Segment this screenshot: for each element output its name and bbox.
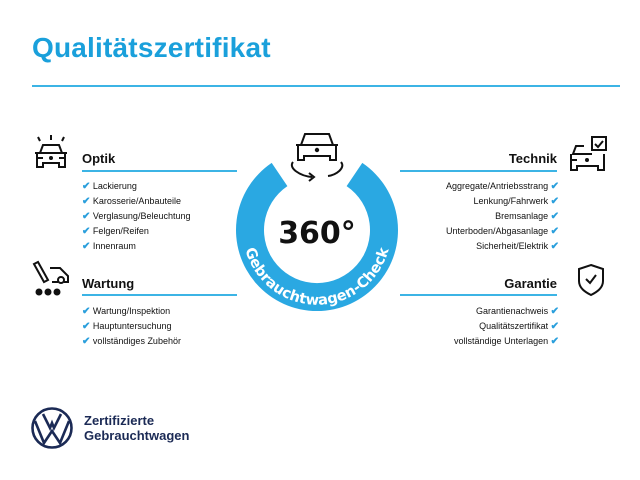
check-icon: ✔ [82, 196, 91, 207]
check-icon: ✔ [550, 336, 559, 347]
list-item: ✔ Wartung/Inspektion [82, 306, 171, 317]
vw-logo [31, 407, 73, 449]
car-checkbox-icon [570, 136, 607, 171]
badge-360-text: 360° [278, 216, 356, 251]
shield-check-icon [578, 263, 604, 297]
list-item: ✔ Innenraum [82, 241, 136, 252]
brand-line-2: Gebrauchtwagen [84, 428, 190, 443]
list-item: Bremsanlage ✔ [495, 211, 559, 222]
divider-optik [82, 170, 237, 172]
list-item: vollständige Unterlagen ✔ [454, 336, 559, 347]
check-icon: ✔ [82, 321, 91, 332]
check-360-badge: Gebrauchtwagen-Check 360° [235, 133, 398, 312]
check-icon: ✔ [550, 306, 559, 317]
list-item: Aggregate/Antriebsstrang ✔ [446, 181, 559, 192]
check-icon: ✔ [82, 336, 91, 347]
page-title: Qualitätszertifikat [32, 32, 271, 63]
check-icon: ✔ [550, 226, 559, 237]
list-item: Unterboden/Abgasanlage ✔ [446, 226, 559, 237]
check-icon: ✔ [82, 226, 91, 237]
divider-garantie [400, 294, 557, 296]
car-lights-icon [35, 135, 67, 168]
divider-wartung [82, 294, 237, 296]
list-item: ✔ Hauptuntersuchung [82, 321, 172, 332]
service-car-icon [32, 260, 69, 296]
list-item: ✔ Lackierung [82, 181, 137, 192]
list-garantie: Garantienachweis ✔ Qualitätszertifikat ✔… [380, 304, 559, 349]
check-icon: ✔ [550, 321, 559, 332]
list-item: Qualitätszertifikat ✔ [479, 321, 559, 332]
check-icon: ✔ [82, 181, 91, 192]
list-technik: Aggregate/Antriebsstrang ✔ Lenkung/Fahrw… [380, 179, 559, 254]
list-item: ✔ Verglasung/Beleuchtung [82, 211, 191, 222]
list-item: ✔ Karosserie/Anbauteile [82, 196, 181, 207]
section-heading-wartung: Wartung [82, 276, 135, 291]
list-item: Sicherheit/Elektrik ✔ [476, 241, 559, 252]
section-heading-technik: Technik [508, 151, 557, 166]
list-item: ✔ vollständiges Zubehör [82, 336, 181, 347]
title-divider [32, 85, 620, 87]
check-icon: ✔ [550, 241, 559, 252]
list-optik: ✔ Lackierung ✔ Karosserie/Anbauteile ✔ V… [82, 179, 190, 254]
divider-technik [400, 170, 557, 172]
check-icon: ✔ [82, 241, 91, 252]
car-rotate-icon [290, 133, 344, 182]
check-icon: ✔ [82, 211, 91, 222]
list-item: Garantienachweis ✔ [476, 306, 559, 317]
list-wartung: ✔ Wartung/Inspektion ✔ Hauptuntersuchung… [82, 304, 181, 349]
check-icon: ✔ [550, 211, 559, 222]
check-icon: ✔ [550, 196, 559, 207]
list-item: Lenkung/Fahrwerk ✔ [473, 196, 559, 207]
check-icon: ✔ [550, 181, 559, 192]
section-heading-optik: Optik [82, 151, 116, 166]
check-icon: ✔ [82, 306, 91, 317]
brand-text: Zertifizierte Gebrauchtwagen [84, 413, 189, 443]
section-heading-garantie: Garantie [504, 276, 557, 291]
list-item: ✔ Felgen/Reifen [82, 226, 149, 237]
brand-line-1: Zertifizierte [84, 413, 155, 428]
badge-ring [235, 162, 398, 312]
